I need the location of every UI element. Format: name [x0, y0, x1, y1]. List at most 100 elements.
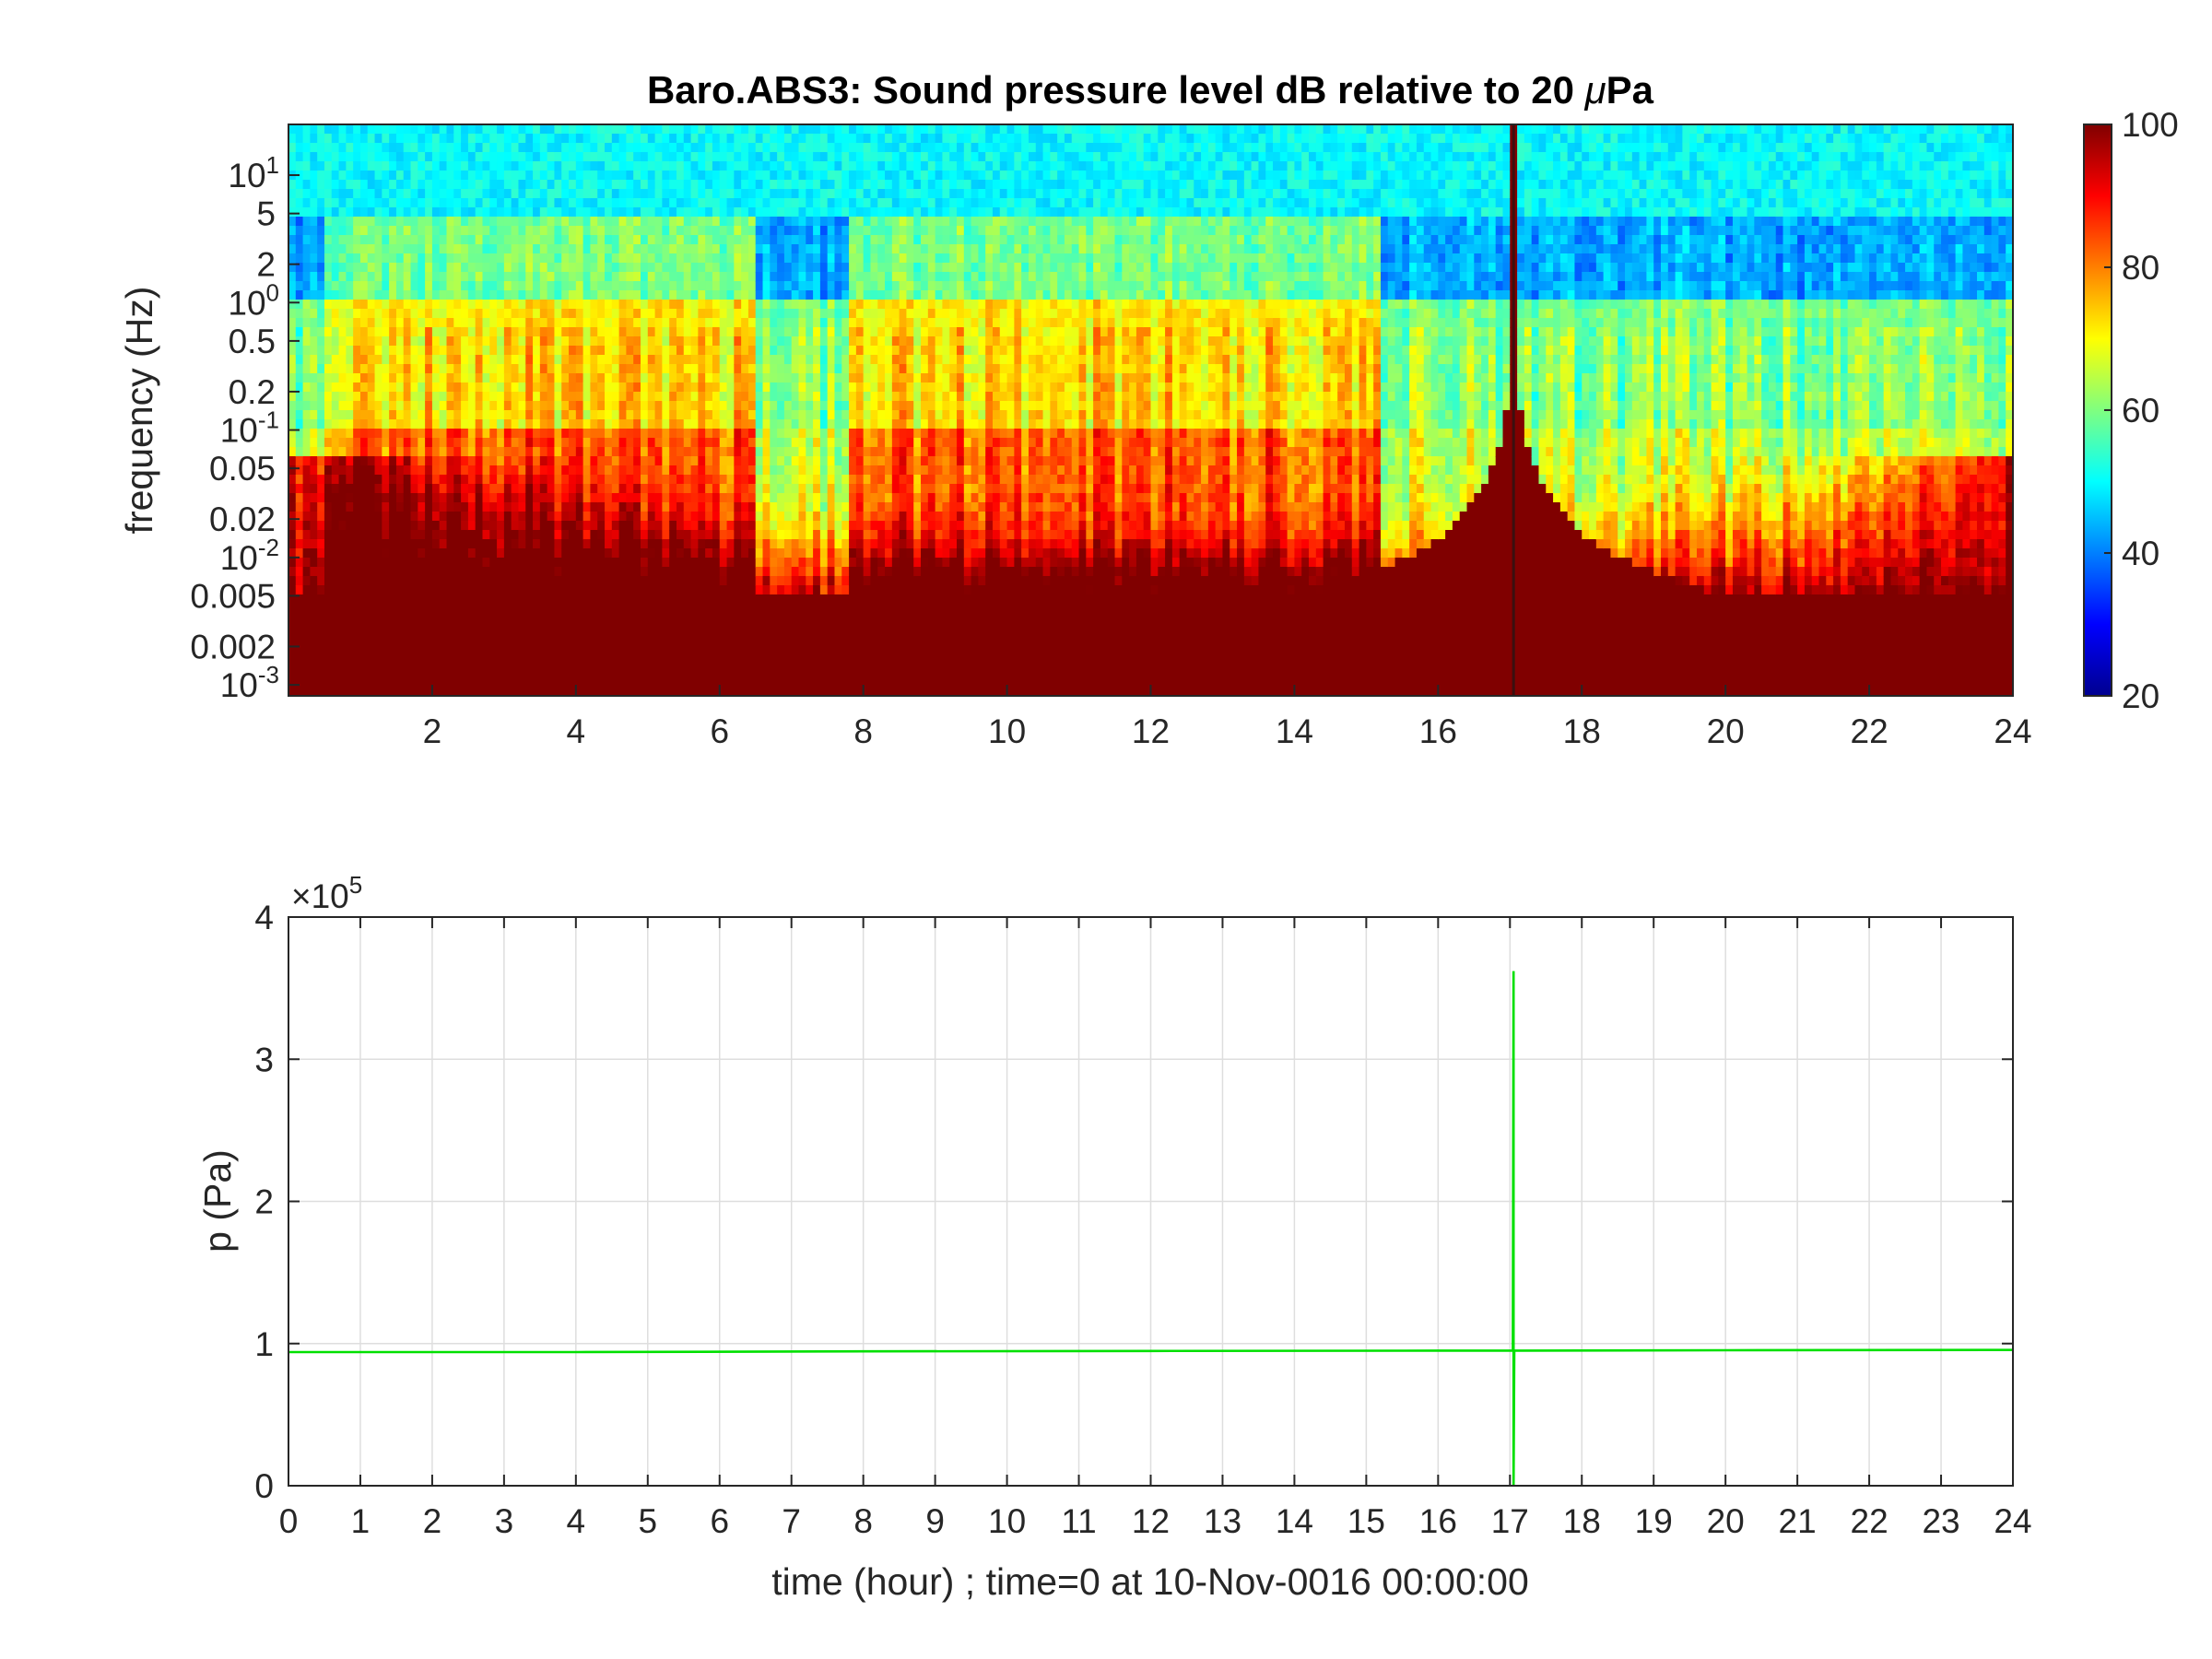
spectrogram-cell [403, 456, 412, 466]
spectrogram-cell [503, 373, 512, 383]
spectrogram-cell [662, 364, 670, 374]
spectrogram-cell [683, 604, 692, 614]
spectrogram-cell [482, 124, 490, 135]
spectrogram-cell [676, 548, 685, 559]
spectrogram-cell [777, 244, 785, 254]
spectrogram-cell [662, 235, 670, 245]
spectrogram-cell [605, 281, 613, 291]
spectrogram-cell [395, 318, 405, 328]
spectrogram-cell [669, 650, 677, 660]
spectrogram-cell [317, 124, 325, 135]
spectrogram-cell [827, 641, 836, 651]
spectrogram-cell [346, 346, 354, 356]
spectrogram-cell [855, 521, 865, 531]
spectrogram-cell [597, 290, 606, 300]
spectrogram-cell [346, 217, 354, 227]
spectrogram-cell [734, 493, 742, 503]
spectrogram-cell [582, 198, 592, 208]
spectrogram-cell [403, 207, 412, 218]
spectrogram-cell [453, 456, 462, 466]
spectrogram-cell [690, 548, 699, 559]
spectrogram-cell [597, 124, 606, 135]
spectrogram-cell [489, 253, 498, 264]
spectrogram-cell [511, 594, 520, 605]
spectrogram-cell [633, 410, 641, 420]
spectrogram-cell [331, 447, 340, 457]
spectrogram-cell [719, 410, 728, 420]
spectrogram-cell [755, 346, 764, 356]
spectrogram-cell [741, 373, 749, 383]
spectrogram-cell [569, 253, 577, 264]
spectrogram-cell [669, 585, 677, 595]
spectrogram-cell [611, 226, 620, 236]
spectrogram-cell [582, 419, 592, 429]
spectrogram-cell [539, 631, 548, 641]
spectrogram-cell [719, 465, 728, 476]
spectrogram-cell [783, 687, 793, 696]
spectrogram-cell [841, 392, 850, 402]
spectrogram-cell [554, 475, 562, 485]
spectrogram-cell [841, 641, 850, 651]
spectrogram-cell [418, 134, 426, 144]
spectrogram-cell [662, 355, 670, 365]
spectrogram-cell [647, 410, 656, 420]
spectrogram-cell [734, 419, 742, 429]
spectrogram-cell [525, 493, 534, 503]
spectrogram-cell [461, 493, 469, 503]
spectrogram-cell [324, 355, 333, 365]
spectrogram-cell [547, 336, 556, 347]
spectrogram-cell [346, 558, 354, 568]
spectrogram-cell [453, 327, 462, 337]
spectrogram-cell [382, 382, 390, 393]
spectrogram-cell [497, 659, 505, 669]
spectrogram-cell [633, 502, 641, 512]
spectrogram-cell [518, 548, 526, 559]
spectrogram-cell [374, 687, 382, 696]
spectrogram-cell [841, 346, 850, 356]
spectrogram-cell [719, 521, 728, 531]
spectrogram-cell [431, 548, 441, 559]
spectrogram-cell [431, 253, 441, 264]
spectrogram-cell [439, 327, 448, 337]
spectrogram-cell [582, 521, 592, 531]
spectrogram-cell [374, 180, 382, 190]
spectrogram-cell [359, 447, 369, 457]
spectrogram-cell [806, 290, 814, 300]
spectrogram-cell [770, 207, 778, 218]
spectrogram-cell [863, 438, 872, 448]
spectrogram-cell [389, 493, 397, 503]
spectrogram-cell [698, 438, 706, 448]
spectrogram-cell [288, 290, 297, 300]
spectrogram-cell [418, 180, 426, 190]
spectrogram-cell [410, 180, 418, 190]
spectrogram-cell [497, 235, 505, 245]
spectrogram-cell [569, 539, 577, 549]
spectrogram-cell [582, 650, 592, 660]
spectrogram-cell [783, 272, 793, 282]
spectrogram-cell [503, 594, 512, 605]
spectrogram-cell [497, 576, 505, 586]
spectrogram-cell [712, 622, 721, 632]
spectrogram-cell [783, 171, 793, 181]
spectrogram-cell [418, 161, 426, 171]
spectrogram-cell [569, 613, 577, 623]
spectrogram-cell [359, 668, 369, 678]
spectrogram-cell [489, 235, 498, 245]
spectrogram-cell [834, 668, 842, 678]
spectrogram-cell [410, 631, 418, 641]
spectrogram-cell [561, 576, 570, 586]
spectrogram-cell [461, 217, 469, 227]
spectrogram-cell [741, 235, 749, 245]
spectrogram-cell [633, 493, 641, 503]
spectrogram-cell [446, 613, 454, 623]
spectrogram-cell [331, 585, 340, 595]
spectrogram-cell [503, 235, 512, 245]
spectrogram-cell [310, 263, 318, 273]
spectrogram-cell [389, 502, 397, 512]
spectrogram-cell [389, 548, 397, 559]
spectrogram-cell [497, 152, 505, 162]
spectrogram-cell [806, 530, 814, 540]
spectrogram-cell [346, 594, 354, 605]
spectrogram-cell [446, 567, 454, 577]
spectrogram-cell [633, 382, 641, 393]
